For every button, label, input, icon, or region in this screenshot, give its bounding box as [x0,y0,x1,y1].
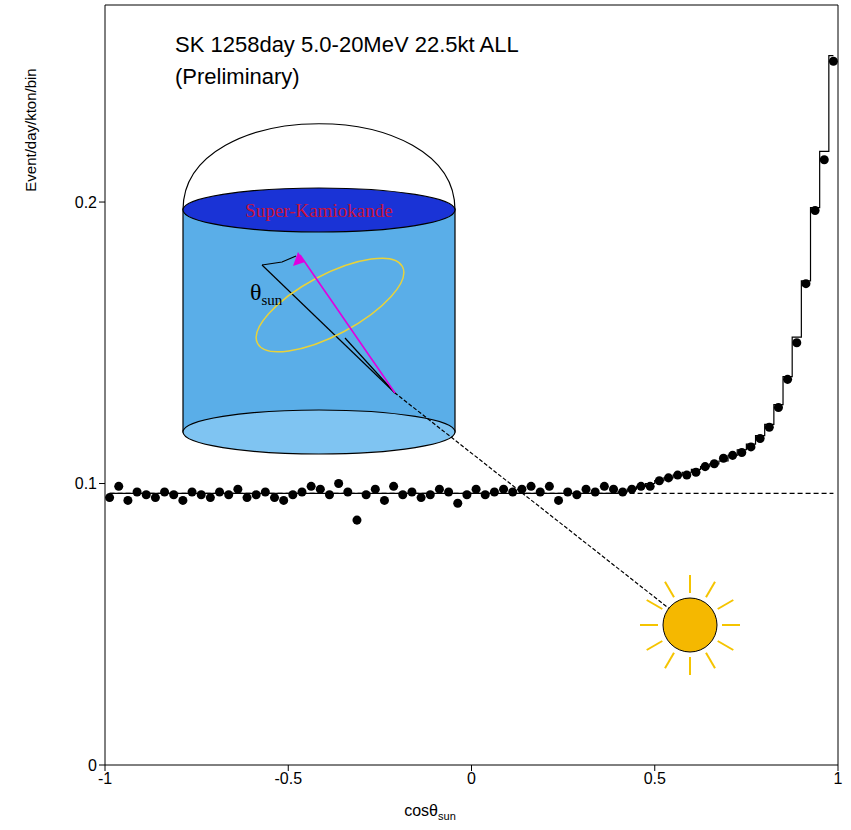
svg-text:SK 1258day 5.0-20MeV 22.5kt: SK 1258day 5.0-20MeV 22.5kt ALL [175,32,519,57]
svg-text:-0.5: -0.5 [274,770,302,787]
svg-text:0.2: 0.2 [75,194,97,211]
svg-text:0.1: 0.1 [75,475,97,492]
svg-text:Event/day/kton/bin: Event/day/kton/bin [22,68,39,191]
svg-text:0: 0 [467,770,476,787]
svg-text:0: 0 [88,757,97,774]
svg-text:Super-Kamiokande: Super-Kamiokande [245,200,392,221]
svg-text:-1: -1 [98,770,112,787]
svg-text:cosθsun: cosθsun [404,802,456,822]
svg-text:1: 1 [834,770,843,787]
svg-text:0.5: 0.5 [644,770,666,787]
svg-text:(Preliminary): (Preliminary) [175,64,300,89]
svg-text:θsun: θsun [250,279,283,308]
